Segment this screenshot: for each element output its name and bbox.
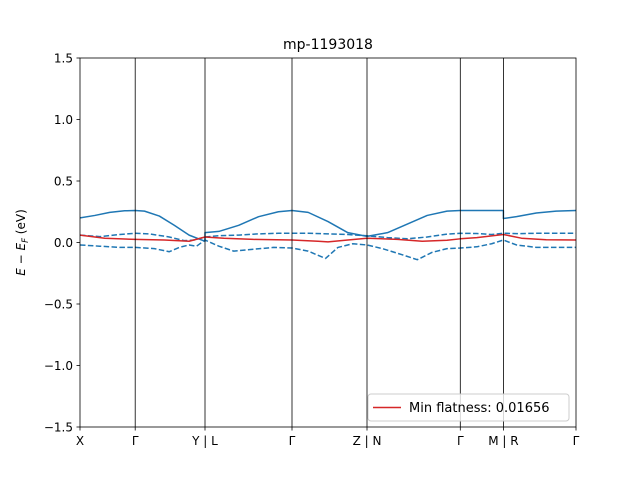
x-tick-label: Γ — [289, 434, 296, 448]
y-tick-label: −0.5 — [44, 298, 73, 312]
y-tick-label: 0.0 — [54, 236, 73, 250]
x-tick-label: Γ — [573, 434, 580, 448]
x-tick-label: Z | N — [353, 434, 382, 448]
y-axis-label-main: E − E — [14, 243, 28, 276]
y-axis-label-subscript: F — [21, 238, 31, 243]
series-layer — [80, 209, 576, 261]
y-axis-label: E − EF (eV) — [14, 209, 31, 276]
x-tick-label: Y | L — [191, 434, 218, 448]
x-axis-ticks: X Γ Y | L Γ Z | N Γ M | R Γ — [76, 427, 580, 448]
y-tick-label: −1.0 — [44, 359, 73, 373]
y-axis-label-unit: (eV) — [14, 209, 28, 238]
legend-entry-label: Min flatness: 0.01656 — [409, 401, 550, 416]
y-tick-label: 1.5 — [54, 52, 73, 66]
y-axis-ticks: −1.5 −1.0 −0.5 0.0 0.5 1.0 1.5 — [44, 52, 80, 435]
y-tick-label: 1.0 — [54, 113, 73, 127]
chart-title: mp-1193018 — [283, 37, 373, 53]
y-tick-label: −1.5 — [44, 421, 73, 435]
y-tick-label: 0.5 — [54, 175, 73, 189]
high-symmetry-lines — [134, 58, 504, 427]
series-line-2 — [80, 239, 576, 261]
series-line-3 — [80, 233, 576, 243]
x-tick-label: M | R — [488, 434, 518, 448]
x-tick-label: Γ — [132, 434, 139, 448]
series-line-0 — [80, 209, 576, 243]
x-tick-label: X — [76, 434, 84, 448]
legend-box — [367, 393, 570, 422]
x-tick-label: Γ — [457, 434, 464, 448]
legend: Min flatness: 0.01656 — [367, 393, 570, 422]
series-line-1 — [80, 232, 576, 242]
